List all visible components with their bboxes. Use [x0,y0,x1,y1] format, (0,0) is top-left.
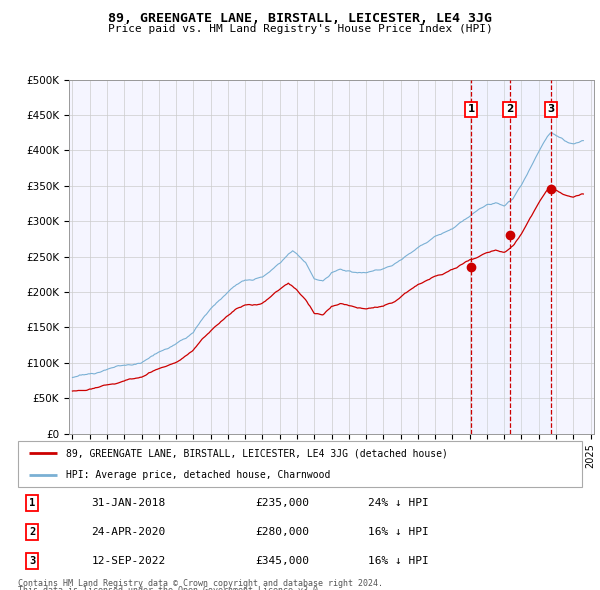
Text: £235,000: £235,000 [255,498,309,508]
Text: 3: 3 [547,104,554,114]
FancyBboxPatch shape [18,441,582,487]
Text: 89, GREENGATE LANE, BIRSTALL, LEICESTER, LE4 3JG (detached house): 89, GREENGATE LANE, BIRSTALL, LEICESTER,… [66,448,448,458]
Text: HPI: Average price, detached house, Charnwood: HPI: Average price, detached house, Char… [66,470,331,480]
Text: Price paid vs. HM Land Registry's House Price Index (HPI): Price paid vs. HM Land Registry's House … [107,24,493,34]
Text: 16% ↓ HPI: 16% ↓ HPI [368,556,428,566]
Text: £345,000: £345,000 [255,556,309,566]
Text: Contains HM Land Registry data © Crown copyright and database right 2024.: Contains HM Land Registry data © Crown c… [18,579,383,588]
Text: £280,000: £280,000 [255,527,309,537]
Text: 24% ↓ HPI: 24% ↓ HPI [368,498,428,508]
Text: 31-JAN-2018: 31-JAN-2018 [91,498,166,508]
Text: 2: 2 [29,527,35,537]
Text: 12-SEP-2022: 12-SEP-2022 [91,556,166,566]
Text: 3: 3 [29,556,35,566]
Text: 1: 1 [467,104,475,114]
Text: 89, GREENGATE LANE, BIRSTALL, LEICESTER, LE4 3JG: 89, GREENGATE LANE, BIRSTALL, LEICESTER,… [108,12,492,25]
Text: 24-APR-2020: 24-APR-2020 [91,527,166,537]
Text: 2: 2 [506,104,513,114]
Bar [471,80,551,434]
Text: This data is licensed under the Open Government Licence v3.0.: This data is licensed under the Open Gov… [18,586,323,590]
Text: 1: 1 [29,498,35,508]
Text: 16% ↓ HPI: 16% ↓ HPI [368,527,428,537]
